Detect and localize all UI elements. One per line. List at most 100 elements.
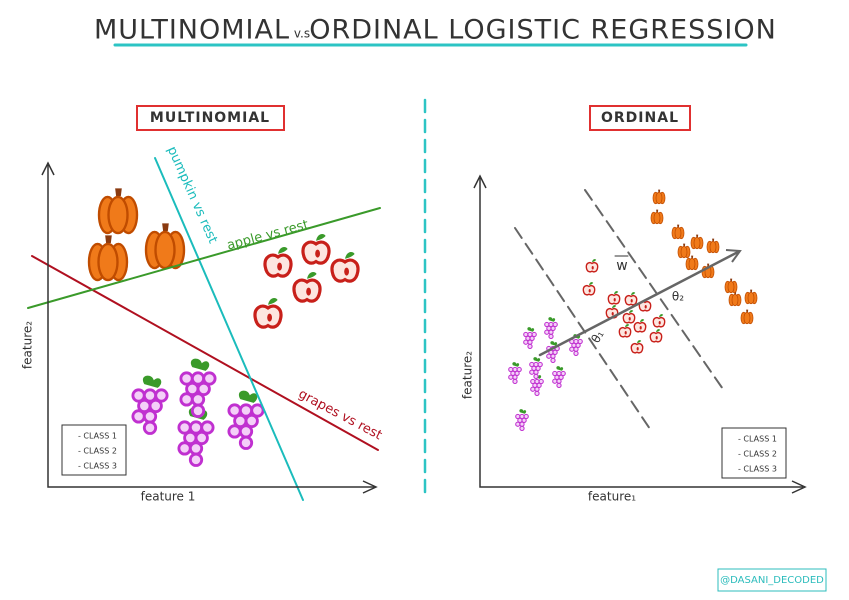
grape (196, 381, 211, 397)
icon (263, 247, 293, 278)
grape (190, 403, 206, 418)
grape (550, 325, 556, 331)
grape (573, 346, 579, 352)
grape (508, 374, 514, 380)
leaf (190, 358, 210, 371)
icon (515, 409, 529, 432)
title-left: MULTINOMIAL (94, 15, 290, 46)
icon (728, 291, 742, 307)
arrowhead (725, 249, 742, 263)
grape (556, 382, 562, 389)
title-vs: v.s (294, 27, 310, 41)
leaf (548, 317, 556, 322)
icon (227, 390, 265, 450)
icon (544, 317, 558, 340)
leaf (519, 409, 527, 414)
grape (238, 424, 254, 439)
grape (131, 409, 146, 424)
line-label: pumpkin vs rest (164, 144, 220, 246)
grape (530, 386, 536, 392)
apple-core (306, 287, 311, 296)
grape (188, 441, 204, 456)
grape (188, 452, 204, 467)
grape (521, 417, 527, 423)
grape (569, 346, 575, 352)
grape (512, 378, 518, 385)
stem (656, 209, 659, 212)
legend-entry: - CLASS 1 (78, 432, 117, 441)
axis (479, 178, 803, 488)
grape (552, 321, 558, 328)
grape (548, 329, 554, 335)
grape (536, 382, 542, 388)
legend-entry: - CLASS 2 (78, 447, 117, 456)
grape (148, 398, 163, 414)
grape (142, 420, 158, 435)
label-box (589, 105, 691, 131)
grape (573, 350, 579, 357)
apple-core (636, 346, 639, 351)
grape (515, 421, 521, 427)
grape (546, 353, 552, 359)
grape (202, 371, 217, 386)
grape (519, 421, 525, 427)
leaf (631, 292, 636, 296)
icon (179, 358, 217, 418)
boundary-line (27, 207, 381, 309)
threshold-label: θ₂ (672, 290, 684, 304)
pumpkin-lobe (727, 280, 735, 294)
leaf (640, 319, 645, 323)
icon (582, 282, 596, 296)
leaf (533, 357, 541, 362)
pumpkin-lobe (107, 195, 129, 235)
arrowhead (41, 161, 378, 494)
leaf (629, 310, 634, 314)
leaf (614, 291, 619, 295)
credit: @DASANI_DECODED (720, 575, 824, 586)
grape (534, 386, 540, 392)
apple-core (644, 304, 647, 309)
icon (552, 366, 566, 389)
leaf (512, 362, 520, 367)
y-axis-label: feature₂ (461, 351, 475, 399)
icon (585, 259, 599, 273)
stem (730, 278, 733, 281)
credit-box (717, 568, 827, 592)
icon (706, 238, 720, 254)
grape (177, 441, 192, 456)
icon (301, 234, 331, 265)
grape (529, 335, 535, 341)
stem (658, 189, 661, 192)
pumpkin-lobe (674, 226, 682, 240)
weight-vector (538, 250, 740, 357)
grape (575, 342, 581, 348)
icon (690, 234, 704, 250)
icon (607, 291, 621, 305)
grape (523, 339, 529, 345)
panel-label: MULTINOMIAL (150, 110, 270, 126)
arrowhead (473, 174, 807, 494)
icon (630, 340, 644, 354)
leaf (550, 341, 558, 346)
icon (633, 319, 647, 333)
icon (685, 255, 699, 271)
y-axis-label: feature₂ (21, 321, 35, 369)
grape (556, 378, 562, 384)
grape (533, 373, 539, 380)
legend-box (61, 424, 127, 476)
apple-core (630, 298, 633, 303)
grape (154, 388, 169, 403)
icon (508, 362, 522, 385)
grape (200, 420, 215, 435)
grape (514, 370, 520, 376)
grape (531, 331, 537, 338)
grape (179, 392, 194, 407)
apple-core (613, 297, 616, 302)
threshold-line (584, 189, 726, 393)
grape (552, 378, 558, 384)
icon (87, 235, 129, 282)
grape (558, 374, 564, 380)
legend-entry: - CLASS 3 (738, 465, 777, 474)
stem (691, 255, 694, 258)
leaf (278, 247, 288, 254)
